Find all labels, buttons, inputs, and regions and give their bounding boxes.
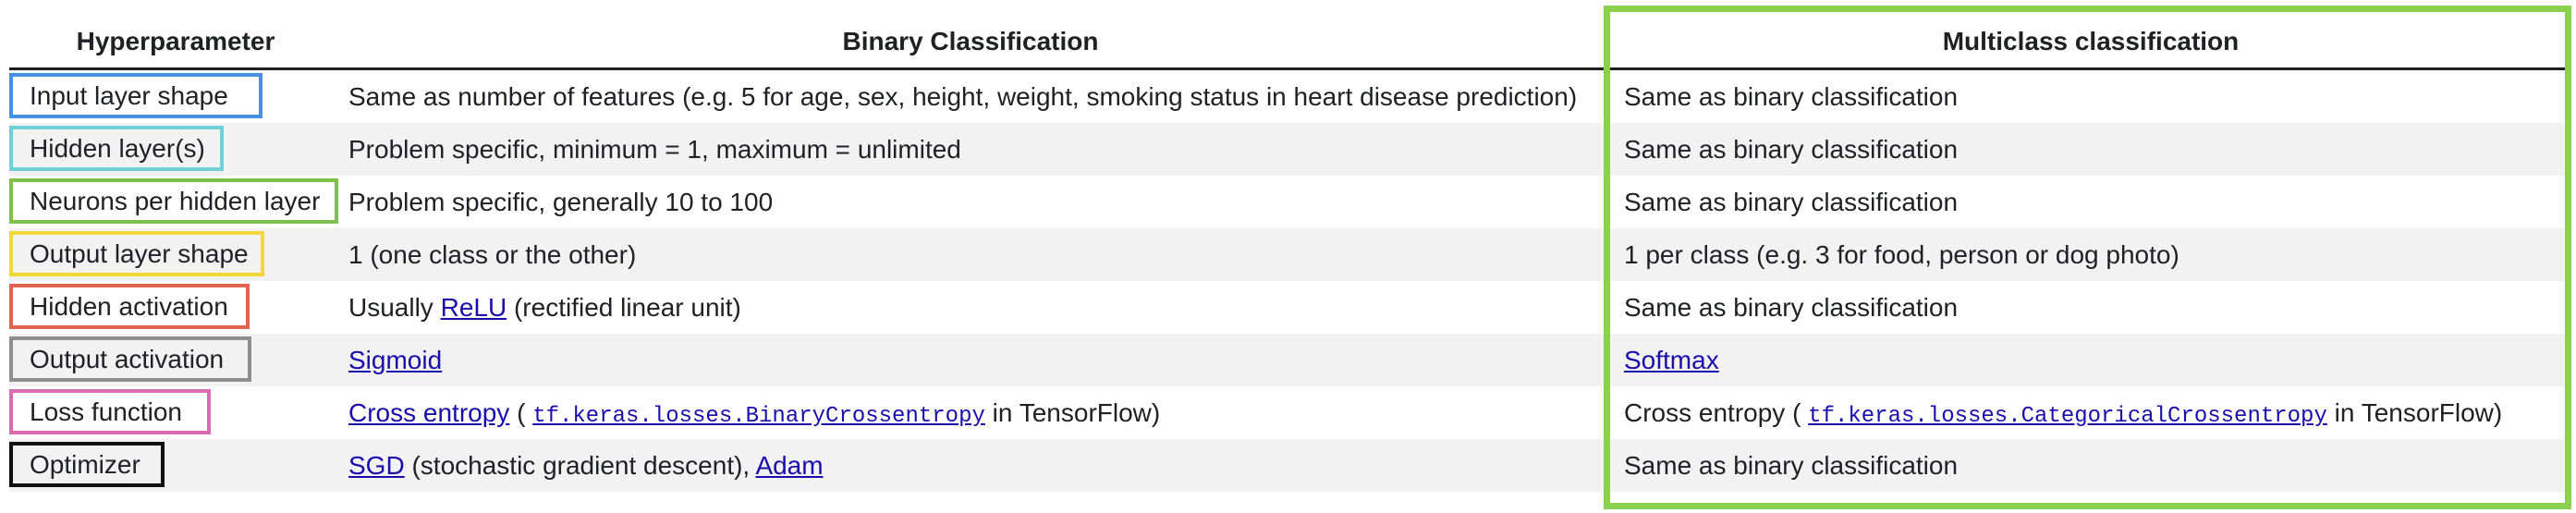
header-binary-classification: Binary Classification <box>842 27 1099 55</box>
binary-cell: Problem specific, minimum = 1, maximum =… <box>348 135 961 164</box>
hyperparameter-label: Optimizer <box>30 450 140 479</box>
sigmoid-link[interactable]: Sigmoid <box>348 346 443 374</box>
hyperparameter-label-box: Optimizer <box>9 442 165 487</box>
cell-text: ( <box>509 398 533 427</box>
multiclass-cell: Same as binary classification <box>1624 293 1959 322</box>
hyperparameter-label: Loss function <box>30 397 182 426</box>
multiclass-cell: Cross entropy ( tf.keras.losses.Categori… <box>1624 386 2502 439</box>
cross-entropy-link[interactable]: Cross entropy <box>348 398 510 427</box>
cell-text: Usually <box>348 293 441 322</box>
categorical-crossentropy-code-link[interactable]: tf.keras.losses.CategoricalCrossentropy <box>1808 404 2327 429</box>
table-row: Output layer shape 1 (one class or the o… <box>9 228 2570 281</box>
relu-link[interactable]: ReLU <box>440 293 507 322</box>
binary-cell: 1 (one class or the other) <box>348 240 637 269</box>
header-multiclass-classification: Multiclass classification <box>1942 27 2240 55</box>
hyperparameter-label-box: Output activation <box>9 336 251 382</box>
sgd-link[interactable]: SGD <box>348 451 405 480</box>
multiclass-cell: Same as binary classification <box>1624 188 1959 216</box>
table-row: Neurons per hidden layer Problem specifi… <box>9 176 2570 228</box>
hyperparameter-label-box: Neurons per hidden layer <box>9 178 338 224</box>
table-row: Loss function Cross entropy ( tf.keras.l… <box>9 386 2570 439</box>
hyperparameter-label: Hidden layer(s) <box>30 134 205 163</box>
hyperparameter-label-box: Loss function <box>9 389 211 434</box>
multiclass-cell: Same as binary classification <box>1624 82 1959 111</box>
binary-cell: Cross entropy ( tf.keras.losses.BinaryCr… <box>348 386 1160 439</box>
multiclass-cell: Softmax <box>1624 334 1719 386</box>
header-divider <box>9 67 2570 70</box>
table-row: Hidden layer(s) Problem specific, minimu… <box>9 123 2570 176</box>
header-hyperparameter: Hyperparameter <box>76 27 275 55</box>
hyperparameter-label: Output activation <box>30 345 225 373</box>
binary-cell: Same as number of features (e.g. 5 for a… <box>348 82 1578 111</box>
cell-text: Cross entropy ( <box>1624 398 1809 427</box>
hyperparameter-label-box: Hidden activation <box>9 284 250 329</box>
binary-crossentropy-code-link[interactable]: tf.keras.losses.BinaryCrossentropy <box>532 404 985 429</box>
table-row: Output activation Sigmoid Softmax <box>9 334 2570 386</box>
multiclass-cell: Same as binary classification <box>1624 451 1959 480</box>
multiclass-cell: 1 per class (e.g. 3 for food, person or … <box>1624 240 2179 269</box>
binary-cell: SGD (stochastic gradient descent), Adam <box>348 439 824 492</box>
binary-cell: Sigmoid <box>348 334 442 386</box>
binary-cell: Usually ReLU (rectified linear unit) <box>348 281 741 334</box>
binary-cell: Problem specific, generally 10 to 100 <box>348 188 774 216</box>
cell-text: (rectified linear unit) <box>507 293 741 322</box>
hyperparameter-label: Output layer shape <box>30 239 249 268</box>
hyperparameter-label: Hidden activation <box>30 292 228 321</box>
multiclass-cell: Same as binary classification <box>1624 135 1959 164</box>
hyperparameter-label: Neurons per hidden layer <box>30 187 321 215</box>
adam-link[interactable]: Adam <box>755 451 824 480</box>
hyperparameter-label: Input layer shape <box>30 81 228 110</box>
cell-text: (stochastic gradient descent), <box>404 451 756 480</box>
hyperparameter-label-box: Input layer shape <box>9 73 262 118</box>
cell-text: in TensorFlow) <box>984 398 1161 427</box>
table-row: Input layer shape Same as number of feat… <box>9 70 2570 123</box>
table-row: Hidden activation Usually ReLU (rectifie… <box>9 281 2570 334</box>
hyperparameter-label-box: Output layer shape <box>9 231 264 276</box>
table-row: Optimizer SGD (stochastic gradient desce… <box>9 439 2570 492</box>
softmax-link[interactable]: Softmax <box>1624 346 1719 374</box>
cell-text: in TensorFlow) <box>2326 398 2503 427</box>
hyperparameter-label-box: Hidden layer(s) <box>9 126 224 171</box>
